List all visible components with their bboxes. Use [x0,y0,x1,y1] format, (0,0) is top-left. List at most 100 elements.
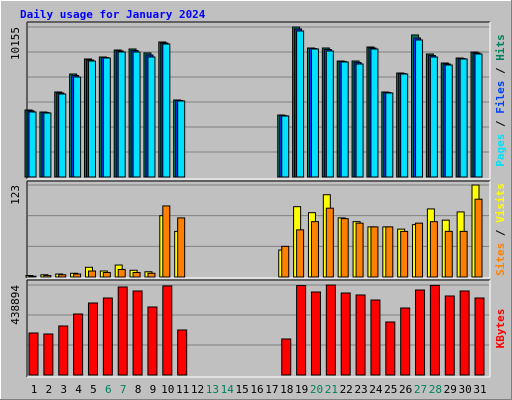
y-tick-label: 123 [9,185,22,205]
x-tick-label: 31 [473,383,486,396]
bar [117,269,126,278]
bar [296,285,307,376]
legend: KBytes [494,309,507,349]
bar [281,338,292,376]
legend-entry: Visits [494,183,507,223]
x-tick-label: 19 [295,383,308,396]
bar [415,39,424,178]
y-tick-label: 10155 [9,27,22,60]
bar [162,43,171,178]
bar [310,221,319,278]
bar [474,53,483,178]
x-tick-label: 23 [354,383,367,396]
bar [325,207,334,278]
x-tick-label: 30 [459,383,472,396]
bar [355,63,364,178]
x-tick-label: 1 [31,383,38,396]
bar [296,30,305,178]
bar [370,48,379,178]
x-tick-label: 21 [325,383,338,396]
bar [340,61,349,178]
x-tick-label: 9 [150,383,157,396]
bar [355,222,364,278]
bar [132,272,141,278]
bar [102,57,111,178]
bar [43,112,52,178]
bar [177,100,186,178]
bar [102,297,113,376]
bar [147,272,156,278]
bar [325,50,334,178]
x-tick-label: 27 [414,383,427,396]
x-tick-label: 15 [236,383,249,396]
bar [355,294,366,376]
bar [58,325,69,376]
bar [415,222,424,278]
bar [415,289,426,376]
bar [429,56,438,178]
x-tick-label: 8 [135,383,142,396]
legend-entry: Hits [494,34,507,61]
x-tick-label: 18 [280,383,293,396]
x-tick-label: 13 [206,383,219,396]
x-tick-label: 7 [120,383,127,396]
x-tick-label: 12 [191,383,204,396]
bar [147,306,158,376]
bar [459,230,468,278]
bar [87,270,96,278]
bar [281,245,290,278]
bar [43,275,52,278]
legend-separator: / [494,223,507,243]
x-tick-label: 17 [265,383,278,396]
y-tick-label: 438894 [9,285,22,325]
x-tick-label: 20 [310,383,323,396]
bar [177,217,186,278]
x-tick-label: 25 [384,383,397,396]
bar [117,286,128,376]
bar [162,205,171,278]
bar [385,321,396,376]
bar [73,76,82,178]
bar [28,275,37,278]
chart-title: Daily usage for January 2024 [20,8,206,21]
bar [474,198,483,278]
bar [429,221,438,278]
bar [28,111,37,178]
legend: Pages / Files / Hits [494,34,507,167]
bar [340,218,349,278]
bar [400,230,409,278]
bar [370,299,381,376]
bar [73,313,84,376]
bar [474,297,485,376]
bar [370,226,379,278]
x-tick-label: 14 [221,383,235,396]
bar [429,284,440,376]
x-tick-label: 5 [90,383,97,396]
bar [400,307,411,376]
x-tick-label: 29 [444,383,457,396]
x-tick-label: 6 [105,383,112,396]
x-tick-label: 22 [340,383,353,396]
bar [340,292,351,376]
bar [310,48,319,178]
legend-entry: Files [494,81,507,114]
x-tick-label: 16 [250,383,263,396]
bar [58,274,67,278]
legend-entry: Pages [494,134,507,167]
bar [117,51,126,178]
x-tick-label: 4 [75,383,82,396]
bar [385,92,394,178]
bar [281,115,290,178]
legend-entry: KBytes [494,309,507,349]
bar [73,273,82,278]
bar [385,226,394,278]
bar [444,230,453,278]
x-tick-label: 28 [429,383,442,396]
bar [43,333,54,376]
bar [400,73,409,178]
legend: Sites / Visits [494,183,507,276]
bar [444,64,453,178]
bar [162,285,173,376]
